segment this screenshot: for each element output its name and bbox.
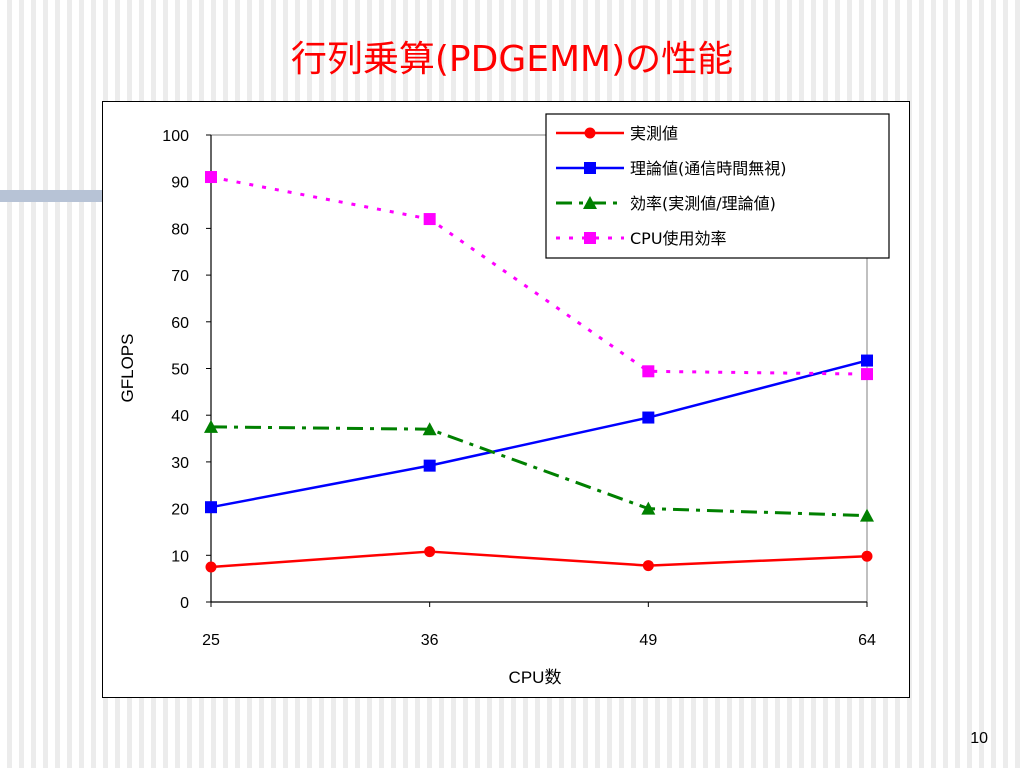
legend-item: CPU使用効率 xyxy=(556,229,727,248)
data-point xyxy=(204,419,218,433)
x-tick-label: 49 xyxy=(639,632,657,649)
y-tick-label: 80 xyxy=(171,221,189,238)
y-tick-label: 40 xyxy=(171,408,189,425)
y-tick-label: 100 xyxy=(162,128,189,145)
data-point xyxy=(642,365,655,378)
legend-label: 理論値(通信時間無視) xyxy=(630,159,787,178)
data-point xyxy=(423,459,436,472)
slide-title: 行列乗算(PDGEMM)の性能 xyxy=(290,39,734,80)
line-chart: 0 10 20 30 40 50 60 70 80 90 100 25 36 49 64 GFLOPS C… xyxy=(118,113,890,687)
legend-swatch-marker xyxy=(584,127,596,139)
series-2 xyxy=(205,354,873,514)
data-point xyxy=(205,561,217,573)
x-tick-label: 25 xyxy=(202,632,220,649)
series-layer xyxy=(204,171,874,573)
y-tick-label: 10 xyxy=(171,548,189,565)
y-tick-label: 0 xyxy=(180,595,189,612)
y-axis-ticks: 0 10 20 30 40 50 60 70 80 90 100 xyxy=(162,128,211,612)
legend-swatch-marker xyxy=(584,162,596,174)
data-point xyxy=(861,354,873,367)
data-point xyxy=(205,171,217,184)
data-point xyxy=(860,508,874,522)
x-axis-title: CPU数 xyxy=(509,668,562,687)
y-tick-label: 90 xyxy=(171,175,189,192)
y-tick-label: 30 xyxy=(171,455,189,472)
data-point xyxy=(422,422,437,436)
legend-box xyxy=(545,113,890,259)
data-point xyxy=(641,501,656,515)
series-line xyxy=(210,550,868,569)
series-line xyxy=(210,175,868,376)
x-tick-label: 64 xyxy=(858,632,876,649)
series-4 xyxy=(205,171,873,381)
legend-label: 効率(実測値/理論値) xyxy=(630,194,776,213)
x-tick-label: 36 xyxy=(421,632,439,649)
accent-bar xyxy=(0,190,104,202)
legend-label: CPU使用効率 xyxy=(630,229,727,248)
chart-frame: 0 10 20 30 40 50 60 70 80 90 100 25 36 49 64 GFLOPS C… xyxy=(102,101,910,698)
data-point xyxy=(861,368,873,381)
x-axis-ticks: 25 36 49 64 xyxy=(202,602,876,649)
legend-swatch-marker xyxy=(583,196,597,209)
y-tick-label: 70 xyxy=(171,268,189,285)
y-tick-label: 50 xyxy=(171,362,189,379)
data-point xyxy=(861,550,873,562)
y-tick-label: 20 xyxy=(171,502,189,519)
legend-swatch-marker xyxy=(584,232,596,244)
data-point xyxy=(205,501,217,514)
legend-label: 実測値 xyxy=(630,124,678,143)
data-point xyxy=(642,560,654,572)
series-3 xyxy=(204,419,874,522)
data-point xyxy=(423,213,436,226)
legend-item: 実測値 xyxy=(556,124,678,143)
page-number: 10 xyxy=(970,730,988,747)
legend-item: 理論値(通信時間無視) xyxy=(556,159,787,178)
series-line xyxy=(210,359,868,509)
series-line xyxy=(210,425,868,518)
legend-item: 効率(実測値/理論値) xyxy=(556,194,776,213)
y-axis-title: GFLOPS xyxy=(118,334,137,403)
data-point xyxy=(424,546,436,558)
series-1 xyxy=(205,546,873,573)
data-point xyxy=(642,411,655,424)
y-tick-label: 60 xyxy=(171,315,189,332)
